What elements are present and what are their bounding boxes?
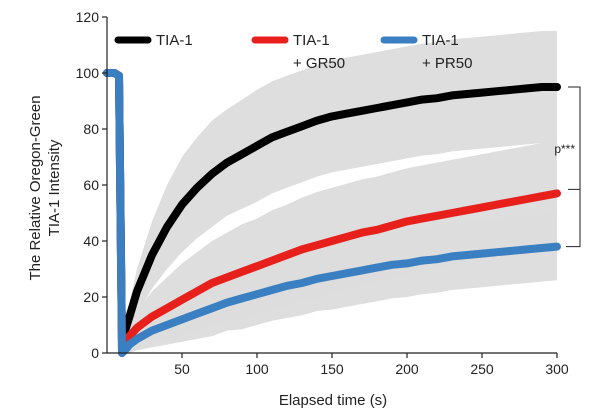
x-tick-label: 50 [174, 361, 190, 377]
series-lines [103, 69, 561, 357]
x-tick-label: 150 [320, 361, 344, 377]
y-tick-label: 120 [76, 9, 100, 25]
series-line-1 [103, 69, 561, 349]
error-band-1 [107, 31, 557, 351]
legend-label-3: TIA-1 [422, 32, 459, 49]
significance-label: p*** [554, 142, 575, 156]
x-tick-label: 100 [245, 361, 269, 377]
y-axis-title-line2: TIA-1 Intensity [46, 139, 63, 236]
bracket-outer [566, 86, 581, 248]
axes: 0 20 40 60 80 100 120 50 100 150 200 250 300 [76, 9, 569, 377]
x-tick-label: 200 [395, 361, 419, 377]
y-tick-label: 20 [83, 289, 99, 305]
series-line-3 [103, 69, 561, 357]
bracket-inner [568, 188, 581, 210]
y-tick-label: 60 [83, 177, 99, 193]
legend-sublabel-3: + PR50 [422, 55, 472, 72]
legend-label-2: TIA-1 [293, 32, 330, 49]
x-tick-label: 300 [545, 361, 569, 377]
x-axis-title: Elapsed time (s) [279, 392, 387, 409]
y-axis-title-line1: The Relative Oregon-Green [27, 95, 44, 280]
y-tick-label: 0 [91, 345, 99, 361]
y-tick-label: 100 [76, 65, 100, 81]
significance-annotation: p*** [554, 86, 581, 248]
x-tick-label: 250 [470, 361, 494, 377]
legend-label-1: TIA-1 [156, 32, 193, 49]
legend: TIA-1 TIA-1 + GR50 TIA-1 + PR50 [114, 32, 472, 72]
y-tick-label: 40 [83, 233, 99, 249]
y-tick-label: 80 [83, 121, 99, 137]
legend-sublabel-2: + GR50 [293, 55, 345, 72]
series-line-2 [103, 69, 561, 357]
